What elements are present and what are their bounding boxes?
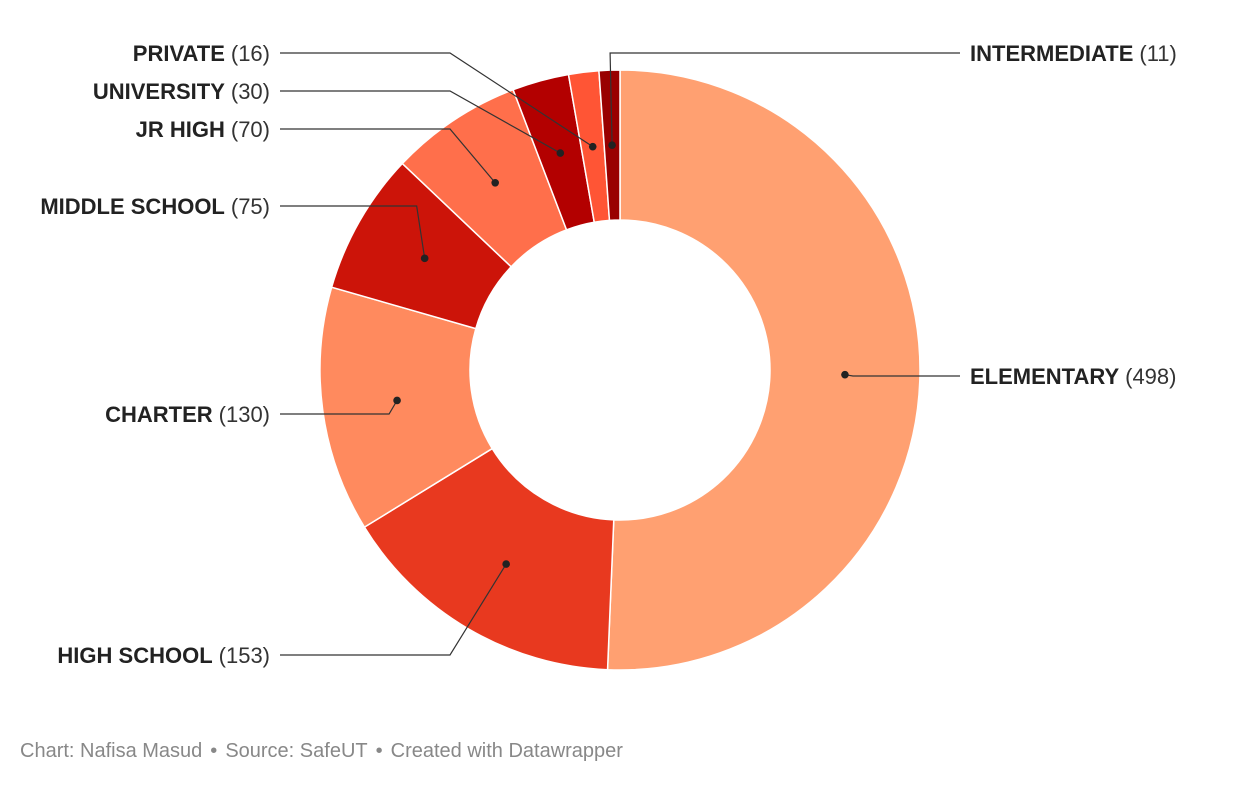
label-middle-school: MIDDLE SCHOOL (75) bbox=[40, 194, 270, 219]
leader-dot-university bbox=[556, 149, 565, 157]
label-jr-high: JR HIGH (70) bbox=[136, 117, 270, 142]
label-name-university: UNIVERSITY bbox=[93, 79, 225, 104]
leader-dot-charter bbox=[393, 396, 401, 405]
label-value-high-school: (153) bbox=[219, 643, 270, 668]
label-high-school: HIGH SCHOOL (153) bbox=[57, 643, 270, 668]
footer-separator: • bbox=[375, 740, 383, 762]
label-value-university: (30) bbox=[231, 79, 270, 104]
slice-elementary bbox=[606, 69, 921, 671]
leader-dot-private bbox=[588, 142, 597, 151]
label-value-private: (16) bbox=[231, 41, 270, 66]
leader-dot-intermediate bbox=[608, 141, 616, 149]
leader-dot-elementary bbox=[841, 370, 849, 379]
label-name-charter: CHARTER bbox=[105, 402, 213, 427]
leader-line-middle-school bbox=[280, 205, 426, 259]
label-value-intermediate: (11) bbox=[1139, 41, 1177, 66]
label-name-high-school: HIGH SCHOOL bbox=[57, 643, 212, 668]
label-leader-lines bbox=[280, 52, 960, 656]
leader-dot-jr-high bbox=[491, 178, 499, 187]
leader-line-charter bbox=[280, 400, 398, 415]
label-value-middle-school: (75) bbox=[231, 194, 270, 219]
label-name-jr-high: JR HIGH bbox=[136, 117, 225, 142]
leader-dot-high-school bbox=[502, 560, 510, 568]
slice-charter bbox=[319, 286, 494, 529]
label-private: PRIVATE (16) bbox=[133, 41, 270, 66]
datawrapper-credit: Created with Datawrapper bbox=[390, 740, 623, 762]
donut-slices bbox=[319, 69, 921, 671]
label-value-charter: (130) bbox=[219, 402, 270, 427]
chart-credit: Chart: Nafisa Masud bbox=[20, 740, 203, 762]
leader-line-high-school bbox=[280, 563, 507, 656]
slice-labels: ELEMENTARY (498)HIGH SCHOOL (153)CHARTER (1… bbox=[40, 41, 1177, 668]
leader-line-university bbox=[280, 90, 561, 154]
footer-separator: • bbox=[210, 740, 218, 762]
label-value-elementary: (498) bbox=[1125, 364, 1176, 389]
leader-dot-middle-school bbox=[420, 254, 429, 263]
label-value-jr-high: (70) bbox=[231, 117, 270, 142]
chart-source: Source: SafeUT bbox=[225, 740, 368, 762]
leader-line-jr-high bbox=[280, 128, 496, 184]
leader-line-intermediate bbox=[609, 52, 960, 146]
leader-line-private bbox=[280, 52, 594, 148]
label-charter: CHARTER (130) bbox=[105, 402, 270, 427]
label-elementary: ELEMENTARY (498) bbox=[970, 364, 1176, 389]
label-name-intermediate: INTERMEDIATE bbox=[970, 41, 1133, 66]
label-name-private: PRIVATE bbox=[133, 41, 225, 66]
label-intermediate: INTERMEDIATE (11) bbox=[970, 41, 1177, 66]
label-name-middle-school: MIDDLE SCHOOL bbox=[40, 194, 225, 219]
label-name-elementary: ELEMENTARY bbox=[970, 364, 1119, 389]
chart-footer: Chart: Nafisa Masud • Source: SafeUT • Creat… bbox=[20, 740, 623, 763]
slice-high-school bbox=[363, 447, 615, 671]
label-university: UNIVERSITY (30) bbox=[93, 79, 270, 104]
